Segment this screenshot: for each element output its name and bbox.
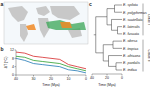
- branch: [107, 24, 112, 25]
- label: Time (Mya): [98, 83, 116, 87]
- tip-branch: [116, 70, 122, 71]
- label: E. africana: [123, 54, 140, 58]
- label: E. obesa: [123, 39, 137, 43]
- tip-branch: [115, 12, 123, 13]
- tip-branch: [118, 33, 123, 34]
- tip-branch: [113, 48, 122, 49]
- label: 0: [85, 77, 87, 81]
- tip-branch: [113, 41, 122, 42]
- y-tick: [15, 50, 17, 51]
- label: 20: [105, 76, 109, 80]
- tree-axis: [92, 74, 122, 75]
- label: E. fuscata: [123, 32, 139, 36]
- tip-branch: [115, 5, 123, 6]
- plot-area: [16, 52, 86, 73]
- range-orange: [26, 24, 36, 30]
- branch: [103, 44, 113, 45]
- label: 40: [90, 76, 94, 80]
- y-tick: [15, 58, 17, 59]
- label: 12: [10, 48, 14, 52]
- range-green: [46, 20, 86, 30]
- label: E. scutellata: [123, 18, 143, 22]
- series-line: [16, 56, 86, 71]
- series-line: [16, 58, 86, 73]
- label: E. pardalis: [123, 61, 140, 65]
- root-branch: [94, 34, 96, 35]
- branch: [112, 30, 118, 31]
- range-orange: [60, 22, 72, 28]
- label: E. indica: [123, 68, 137, 72]
- label: Time (Mya): [42, 83, 60, 87]
- landmass: [50, 6, 80, 20]
- label: 4: [12, 65, 14, 69]
- x-axis: [16, 75, 86, 76]
- label: Clade I: [147, 14, 150, 25]
- tip-branch: [109, 55, 123, 56]
- label: 40: [14, 77, 18, 81]
- tip-branch: [118, 26, 123, 27]
- y-axis: [16, 50, 17, 75]
- y-tick: [15, 75, 17, 76]
- label: a: [1, 1, 4, 7]
- label: 8: [12, 57, 14, 61]
- branch: [96, 52, 104, 53]
- landmass: [36, 6, 50, 16]
- label: ΔT (°C): [4, 57, 8, 69]
- label: 20: [49, 77, 53, 81]
- branch: [107, 8, 115, 9]
- label: E. tropica: [123, 47, 138, 51]
- label: E. polyphemus: [123, 11, 147, 15]
- branch: [103, 60, 108, 61]
- label: E. lateralis: [123, 25, 140, 29]
- label: b: [1, 46, 4, 52]
- tip-branch: [116, 62, 122, 63]
- label: 10: [67, 77, 71, 81]
- label: E. spilota: [123, 3, 138, 7]
- map-frame: [4, 2, 88, 44]
- branch: [109, 66, 117, 67]
- label: 0: [121, 76, 123, 80]
- y-tick: [15, 66, 17, 67]
- label: 30: [32, 77, 36, 81]
- group-bracket: [143, 4, 144, 36]
- landmass: [8, 6, 28, 22]
- label: c: [89, 1, 92, 7]
- label: Clade II: [147, 50, 150, 62]
- figure: a b 0 4 8 12 40 30 20 10 0 Time (Mya) ΔT (°C) c E. spi…: [0, 0, 150, 87]
- tip-branch: [112, 19, 123, 20]
- series-line: [16, 52, 86, 69]
- group-bracket: [143, 40, 144, 72]
- branch: [96, 16, 107, 17]
